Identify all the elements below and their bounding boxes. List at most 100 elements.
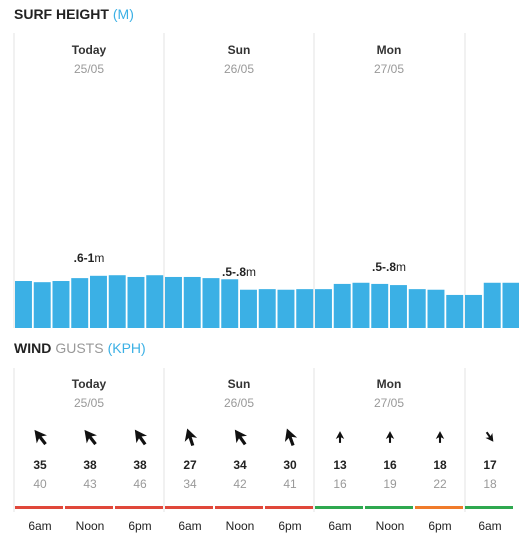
- title-text: SURF HEIGHT: [14, 6, 109, 22]
- day-date: 27/05: [374, 396, 404, 410]
- wind-strength-bar: [415, 506, 463, 509]
- wind-gust: 18: [483, 477, 497, 491]
- surf-bar: [33, 282, 51, 328]
- range-unit: m: [396, 260, 406, 274]
- surf-bar: [465, 294, 482, 328]
- day-name: Today: [72, 43, 107, 57]
- wind-speed: 27: [183, 458, 197, 472]
- wind-strength-bar: [215, 506, 263, 509]
- range-value: .5-.8: [222, 265, 246, 279]
- day-name: Mon: [377, 377, 402, 391]
- wind-strength-bar: [15, 506, 63, 509]
- title-text: WIND: [14, 340, 51, 356]
- surf-bar: [221, 279, 239, 328]
- time-label: 6am: [28, 519, 51, 533]
- surf-bar: [15, 281, 32, 328]
- section-title: WIND GUSTS (KPH): [14, 340, 146, 356]
- wind-speed: 18: [433, 458, 447, 472]
- wind-speed: 13: [333, 458, 347, 472]
- wind-arrow: [134, 429, 148, 446]
- wind-arrow: [435, 431, 445, 443]
- surf-bar: [90, 275, 107, 328]
- day-name: Mon: [377, 43, 402, 57]
- range-value: .6-1: [74, 251, 95, 265]
- wind-gust: 43: [83, 477, 97, 491]
- range-value: .5-.8: [372, 260, 396, 274]
- wind-arrow: [485, 431, 494, 442]
- wind-speed: 38: [83, 458, 97, 472]
- wind-strength-bar: [265, 506, 313, 509]
- time-label: 6pm: [278, 519, 301, 533]
- wind-speed: 30: [283, 458, 297, 472]
- surf-range-label: .5-.8m: [372, 260, 406, 274]
- surf-bar: [202, 278, 220, 328]
- wind-speed: 38: [133, 458, 147, 472]
- surf-range-label: .5-.8m: [222, 265, 256, 279]
- wind-arrow: [335, 431, 345, 443]
- wind-strength-bar: [465, 506, 513, 509]
- day-date: 26/05: [224, 62, 254, 76]
- wind-strength-bar: [365, 506, 413, 509]
- range-unit: m: [94, 251, 104, 265]
- wind-gust: 22: [433, 477, 447, 491]
- wind-strength-bar: [165, 506, 213, 509]
- wind-speed: 35: [33, 458, 47, 472]
- surf-bar: [296, 289, 314, 328]
- surf-bar: [352, 282, 370, 328]
- surf-bar: [446, 294, 464, 328]
- surf-bar: [146, 275, 164, 328]
- surf-bar: [183, 276, 201, 328]
- wind-strength-bar: [65, 506, 113, 509]
- time-label: Noon: [376, 519, 405, 533]
- range-unit: m: [246, 265, 256, 279]
- surf-bar: [390, 285, 407, 328]
- day-date: 26/05: [224, 396, 254, 410]
- surf-bar: [165, 276, 182, 328]
- surf-bar: [71, 278, 89, 328]
- wind-speed: 16: [383, 458, 397, 472]
- title-unit: (KPH): [108, 340, 146, 356]
- day-date: 27/05: [374, 62, 404, 76]
- wind-arrow: [184, 428, 198, 447]
- surf-bar: [315, 289, 332, 328]
- wind-gust: 19: [383, 477, 397, 491]
- surf-bar: [483, 282, 501, 328]
- wind-arrow: [385, 431, 395, 443]
- wind-arrow: [84, 429, 97, 446]
- surf-bar: [371, 283, 389, 328]
- wind-speed: 34: [233, 458, 247, 472]
- time-label: 6am: [178, 519, 201, 533]
- surf-bar: [127, 276, 145, 328]
- title-sub: GUSTS: [55, 340, 103, 356]
- time-label: Noon: [226, 519, 255, 533]
- time-label: 6pm: [428, 519, 451, 533]
- surf-bar: [240, 289, 257, 328]
- wind-strength-bar: [315, 506, 363, 509]
- wind-gust: 34: [183, 477, 197, 491]
- wind-gust: 16: [333, 477, 347, 491]
- time-label: Noon: [76, 519, 105, 533]
- wind-arrow: [34, 429, 47, 446]
- surf-bar: [333, 283, 351, 328]
- title-unit: (M): [113, 6, 134, 22]
- wind-gust: 42: [233, 477, 247, 491]
- surf-bar: [258, 289, 276, 328]
- day-name: Sun: [228, 377, 251, 391]
- wind-gust: 40: [33, 477, 47, 491]
- day-date: 25/05: [74, 396, 104, 410]
- day-name: Sun: [228, 43, 251, 57]
- wind-strength-bar: [115, 506, 163, 509]
- wind-gust: 46: [133, 477, 147, 491]
- wind-arrow: [234, 429, 248, 446]
- wind-speed: 17: [483, 458, 497, 472]
- surf-bar: [427, 289, 445, 328]
- time-label: 6pm: [128, 519, 151, 533]
- wind-arrow: [284, 428, 298, 447]
- surf-bar: [408, 289, 426, 328]
- time-label: 6am: [328, 519, 351, 533]
- time-label: 6am: [478, 519, 501, 533]
- surf-bar: [52, 281, 70, 328]
- day-name: Today: [72, 377, 107, 391]
- day-date: 25/05: [74, 62, 104, 76]
